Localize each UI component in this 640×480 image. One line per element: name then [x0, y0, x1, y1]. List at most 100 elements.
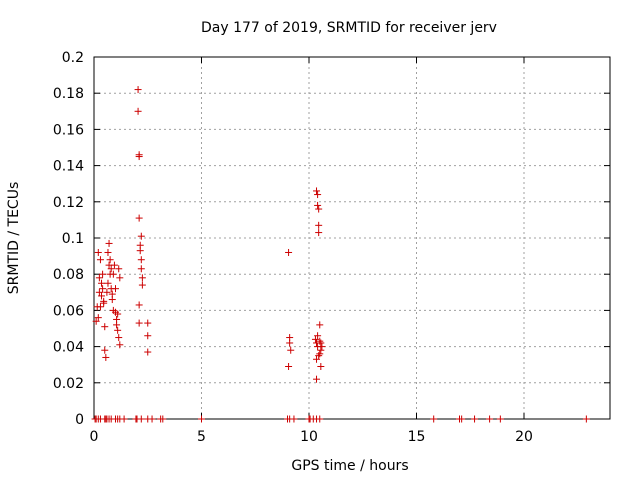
y-tick-label: 0.14 — [53, 159, 84, 175]
data-point — [313, 187, 321, 195]
y-tick-label: 0.2 — [62, 50, 84, 66]
x-tick-label: 0 — [90, 429, 99, 445]
data-point — [135, 153, 143, 161]
y-tick-label: 0 — [75, 412, 84, 428]
y-tick-label: 0.06 — [53, 303, 84, 319]
data-point — [138, 274, 146, 282]
data-point — [94, 314, 102, 322]
data-point — [471, 415, 479, 423]
data-point — [102, 353, 110, 361]
data-point — [315, 229, 323, 237]
data-point — [313, 355, 321, 363]
data-point — [314, 191, 322, 199]
data-point — [96, 303, 104, 311]
data-point — [120, 415, 128, 423]
data-point — [285, 248, 293, 256]
y-tick-label: 0.04 — [53, 340, 84, 356]
data-point — [116, 341, 124, 349]
data-point — [285, 363, 293, 371]
data-point — [135, 214, 143, 222]
y-tick-label: 0.12 — [53, 195, 84, 211]
data-point — [101, 346, 109, 354]
data-point — [104, 279, 112, 287]
data-point — [313, 375, 321, 383]
data-point — [134, 86, 142, 94]
data-point — [316, 337, 324, 345]
y-axis: 0 0.02 0.04 0.06 0.08 0.1 0.12 0.14 0.16 0.18 0.2 — [53, 50, 610, 428]
x-axis: 0 5 10 15 20 — [90, 57, 533, 445]
data-point — [137, 232, 145, 240]
data-point — [99, 270, 107, 278]
data-point — [198, 415, 205, 423]
data-point — [290, 415, 298, 423]
y-axis-label: SRMTID / TECUs — [6, 182, 22, 295]
data-point — [314, 332, 322, 340]
data-point — [318, 343, 326, 351]
y-tick-label: 0.18 — [53, 86, 84, 102]
y-tick-label: 0.16 — [53, 122, 84, 138]
data-point — [316, 415, 324, 423]
data-point — [137, 265, 145, 273]
data-point — [114, 310, 122, 318]
data-point — [317, 363, 325, 371]
data-point — [315, 221, 323, 229]
data-point — [135, 319, 143, 327]
data-point — [95, 274, 103, 282]
data-point — [114, 326, 122, 334]
data-point — [137, 415, 145, 423]
data-point — [98, 279, 106, 287]
data-point — [115, 265, 123, 273]
data-point — [109, 270, 117, 278]
y-tick-label: 0.1 — [62, 231, 84, 247]
chart-title: Day 177 of 2019, SRMTID for receiver jer… — [201, 20, 497, 36]
data-point — [136, 247, 144, 255]
data-point — [94, 248, 102, 256]
data-point — [138, 281, 146, 289]
data-point — [144, 348, 152, 356]
data-point — [144, 332, 152, 340]
data-point — [100, 299, 108, 307]
data-point — [316, 350, 324, 358]
plot-frame — [93, 56, 611, 420]
data-point — [137, 256, 145, 264]
data-point — [95, 288, 103, 296]
data-point — [112, 285, 119, 293]
data-point — [115, 334, 123, 342]
data-point — [582, 415, 590, 423]
data-point — [113, 321, 121, 329]
data-point — [316, 321, 324, 329]
data-point — [317, 339, 325, 347]
data-point — [315, 352, 323, 360]
data-point — [103, 288, 111, 296]
data-point — [315, 205, 323, 213]
data-point — [314, 201, 322, 209]
data-point — [458, 415, 466, 423]
data-point — [92, 317, 100, 325]
data-point — [148, 415, 156, 423]
data-point — [287, 346, 295, 354]
data-point — [96, 256, 104, 264]
data-point — [159, 415, 167, 423]
data-point — [144, 319, 152, 327]
data-point — [496, 415, 504, 423]
data-point — [110, 261, 118, 269]
data-point — [486, 415, 494, 423]
data-point — [317, 346, 325, 354]
x-tick-label: 10 — [300, 429, 318, 445]
data-point — [98, 292, 106, 300]
data-points — [91, 86, 590, 423]
data-point — [107, 265, 115, 273]
data-point — [134, 107, 142, 115]
y-tick-label: 0.08 — [53, 267, 84, 283]
data-point — [105, 239, 113, 247]
data-point — [116, 274, 124, 282]
x-tick-label: 5 — [197, 429, 206, 445]
grid-lines — [94, 57, 610, 419]
data-point — [311, 335, 319, 343]
data-point — [106, 256, 114, 264]
x-tick-label: 15 — [408, 429, 426, 445]
data-point — [99, 285, 107, 293]
x-tick-label: 20 — [515, 429, 533, 445]
data-point — [430, 415, 438, 423]
y-tick-label: 0.02 — [53, 376, 84, 392]
